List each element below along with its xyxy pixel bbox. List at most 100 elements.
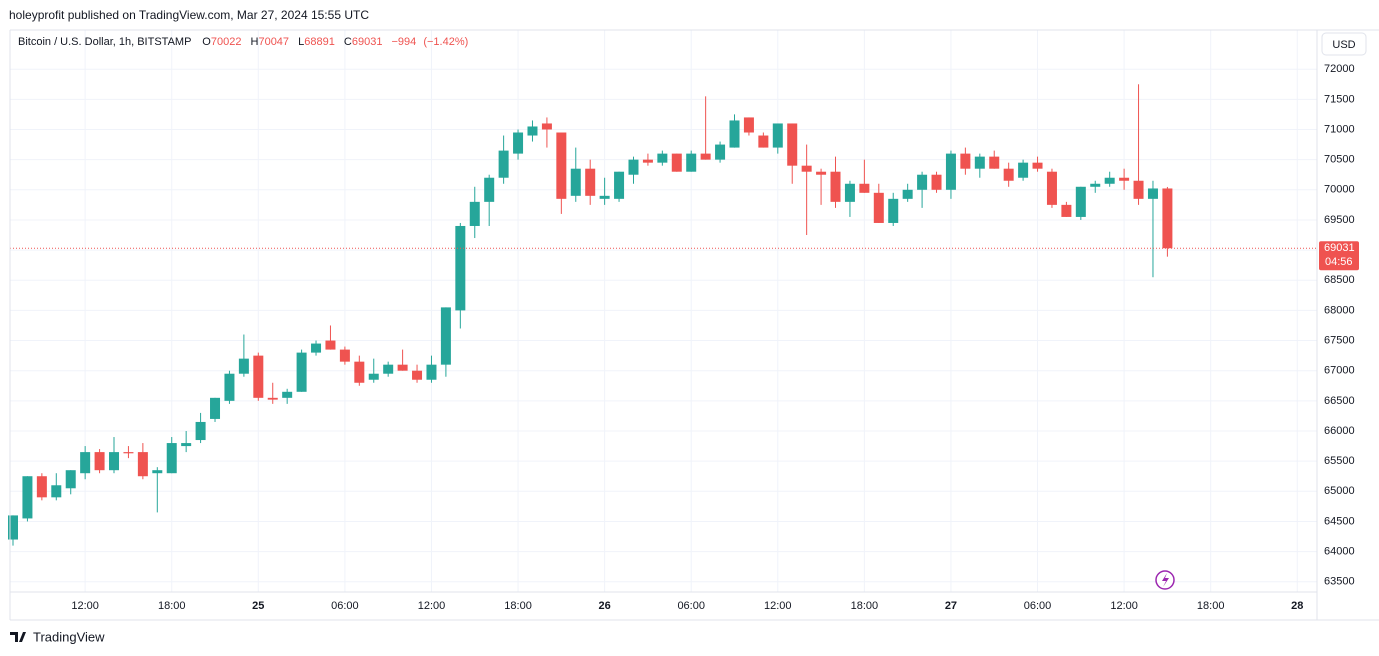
candle-body xyxy=(123,452,134,454)
candle-body xyxy=(1090,183,1101,187)
x-tick-label: 12:00 xyxy=(418,600,446,612)
candle-body xyxy=(325,340,336,350)
x-tick-label: 06:00 xyxy=(331,600,359,612)
y-tick-label: 72000 xyxy=(1324,63,1355,75)
y-tick-label: 65000 xyxy=(1324,485,1355,497)
last-price-label: 69031 xyxy=(1324,242,1355,254)
candle-body xyxy=(311,343,322,353)
change-pct: (−1.42%) xyxy=(423,36,468,48)
y-tick-label: 65500 xyxy=(1324,455,1355,467)
candle-body xyxy=(137,452,148,477)
candle-body xyxy=(1119,177,1130,181)
candle-body xyxy=(8,515,18,540)
candle-body xyxy=(224,373,235,401)
alert-icon[interactable] xyxy=(1155,570,1175,590)
candle-body xyxy=(109,452,120,471)
legend: Bitcoin / U.S. Dollar, 1h, BITSTAMP O700… xyxy=(18,36,468,48)
candle-body xyxy=(642,159,653,163)
candle-body xyxy=(253,355,264,398)
close-value: 69031 xyxy=(352,36,383,48)
candle-body xyxy=(599,195,610,199)
candle-body xyxy=(671,153,682,172)
x-tick-label: 27 xyxy=(945,600,957,612)
candle-body xyxy=(614,171,625,199)
candle-body xyxy=(1133,180,1144,199)
candle-body xyxy=(541,123,552,130)
ohlc-prefix: L xyxy=(298,36,304,48)
candle-body xyxy=(816,171,827,175)
candle-body xyxy=(1003,168,1014,181)
candle-body xyxy=(152,470,163,474)
candle-body xyxy=(282,391,293,398)
candle-body xyxy=(830,171,841,202)
candle-body xyxy=(844,183,855,202)
candle-body xyxy=(513,132,524,154)
candle-body xyxy=(440,307,451,365)
grid xyxy=(10,30,1317,592)
y-tick-label: 63500 xyxy=(1324,576,1355,588)
candle-body xyxy=(945,153,956,190)
candle-body xyxy=(210,397,221,419)
change: −994 xyxy=(392,36,417,48)
candle-body xyxy=(383,364,394,374)
candle-body xyxy=(80,452,91,474)
symbol: Bitcoin / U.S. Dollar, 1h, BITSTAMP xyxy=(18,36,191,48)
y-tick-label: 69500 xyxy=(1324,214,1355,226)
candle-body xyxy=(902,189,913,199)
candle-body xyxy=(801,165,812,172)
candle-body xyxy=(570,168,581,196)
candle-body xyxy=(238,358,249,374)
currency-button[interactable] xyxy=(1321,32,1367,56)
ohlc-prefix: C xyxy=(344,36,352,48)
candle-body xyxy=(484,177,495,202)
y-tick-label: 64000 xyxy=(1324,546,1355,558)
candle-body xyxy=(931,174,942,190)
candle-body xyxy=(267,397,278,400)
candle-body xyxy=(686,153,697,172)
plot xyxy=(8,84,1317,546)
candle-body xyxy=(917,174,928,190)
x-tick-label: 18:00 xyxy=(851,600,879,612)
ohlc-prefix: H xyxy=(251,36,259,48)
candle-body xyxy=(873,192,884,223)
y-tick-label: 70500 xyxy=(1324,154,1355,166)
candle-body xyxy=(787,123,798,166)
brand-name: TradingView xyxy=(33,629,105,644)
x-tick-label: 06:00 xyxy=(677,600,705,612)
candle-body xyxy=(1075,186,1086,217)
x-tick-label: 18:00 xyxy=(504,600,532,612)
y-tick-label: 68500 xyxy=(1324,274,1355,286)
candle-body xyxy=(94,452,105,471)
x-tick-label: 26 xyxy=(599,600,611,612)
candle-body xyxy=(1032,162,1043,169)
candle-body xyxy=(181,443,192,447)
candle-body xyxy=(455,225,466,311)
candle-body xyxy=(729,120,740,148)
low-value: 68891 xyxy=(304,36,335,48)
candle-body xyxy=(65,470,76,489)
candle-body xyxy=(758,135,769,148)
candle-body xyxy=(859,183,870,193)
y-tick-label: 67500 xyxy=(1324,334,1355,346)
y-tick-label: 66000 xyxy=(1324,425,1355,437)
high-value: 70047 xyxy=(258,36,289,48)
publish-info: holeyprofit published on TradingView.com… xyxy=(9,8,369,22)
x-tick-label: 25 xyxy=(252,600,264,612)
open-value: 70022 xyxy=(211,36,242,48)
candle-body xyxy=(368,373,379,380)
y-tick-label: 67000 xyxy=(1324,365,1355,377)
candle-body xyxy=(469,201,480,226)
candle-body xyxy=(715,144,726,160)
candle-body xyxy=(1018,162,1029,178)
candle-body xyxy=(426,364,437,380)
candle-body xyxy=(585,168,596,196)
candle-body xyxy=(974,156,985,169)
candle-body xyxy=(51,485,62,498)
last-price-badge xyxy=(1319,241,1359,271)
candle-body xyxy=(1147,188,1158,199)
y-tick-label: 64500 xyxy=(1324,515,1355,527)
candle-body xyxy=(166,443,177,474)
y-tick-label: 68000 xyxy=(1324,304,1355,316)
